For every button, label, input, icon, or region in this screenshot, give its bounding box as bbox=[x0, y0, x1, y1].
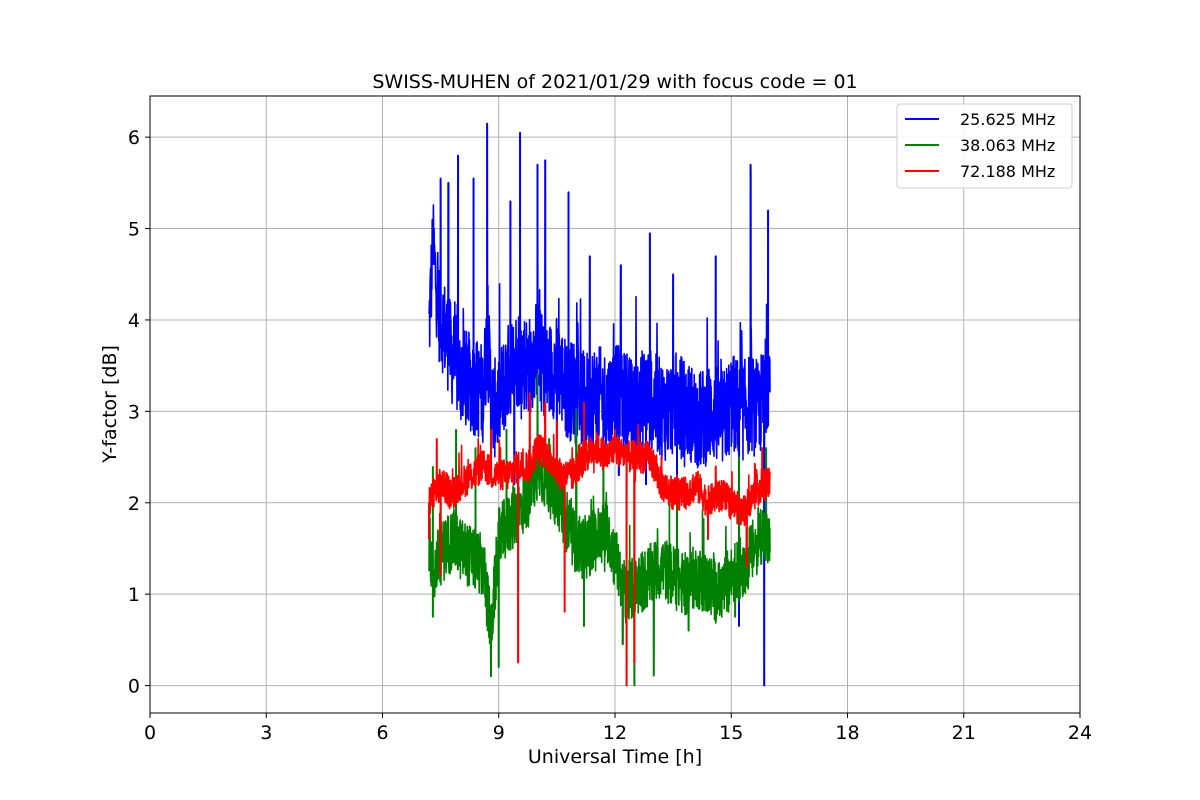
y-tick-label: 0 bbox=[128, 676, 140, 698]
plot-area bbox=[428, 122, 771, 687]
x-tick-label: 9 bbox=[493, 722, 505, 744]
legend-box bbox=[896, 103, 1073, 189]
y-tick-label: 6 bbox=[128, 127, 140, 149]
x-tick-label: 15 bbox=[719, 722, 743, 744]
x-tick-label: 3 bbox=[260, 722, 272, 744]
x-tick-label: 0 bbox=[144, 722, 156, 744]
legend-label: 25.625 MHz bbox=[960, 110, 1055, 129]
legend-label: 38.063 MHz bbox=[960, 136, 1055, 155]
y-axis: 0 1 2 3 4 5 6 bbox=[128, 127, 150, 698]
x-axis-label: Universal Time [h] bbox=[528, 746, 702, 768]
y-tick-label: 2 bbox=[128, 493, 140, 515]
x-tick-label: 12 bbox=[603, 722, 627, 744]
y-tick-label: 5 bbox=[128, 219, 140, 241]
series-72-188-mhz bbox=[428, 392, 771, 687]
x-axis: 0 3 6 9 12 15 18 21 24 bbox=[144, 713, 1092, 744]
y-axis-label: Y-factor [dB] bbox=[99, 345, 121, 464]
series-line bbox=[428, 373, 771, 687]
y-tick-label: 3 bbox=[128, 401, 140, 423]
y-tick-label: 1 bbox=[128, 584, 140, 606]
x-tick-label: 18 bbox=[835, 722, 859, 744]
chart-title: SWISS-MUHEN of 2021/01/29 with focus cod… bbox=[372, 71, 857, 93]
legend-label: 72.188 MHz bbox=[960, 162, 1055, 181]
legend: 25.625 MHz 38.063 MHz 72.188 MHz bbox=[896, 103, 1073, 189]
series-line bbox=[428, 392, 771, 687]
x-tick-label: 24 bbox=[1068, 722, 1092, 744]
y-tick-label: 4 bbox=[128, 310, 140, 332]
x-tick-label: 6 bbox=[376, 722, 388, 744]
series-line bbox=[428, 122, 771, 687]
x-tick-label: 21 bbox=[952, 722, 976, 744]
